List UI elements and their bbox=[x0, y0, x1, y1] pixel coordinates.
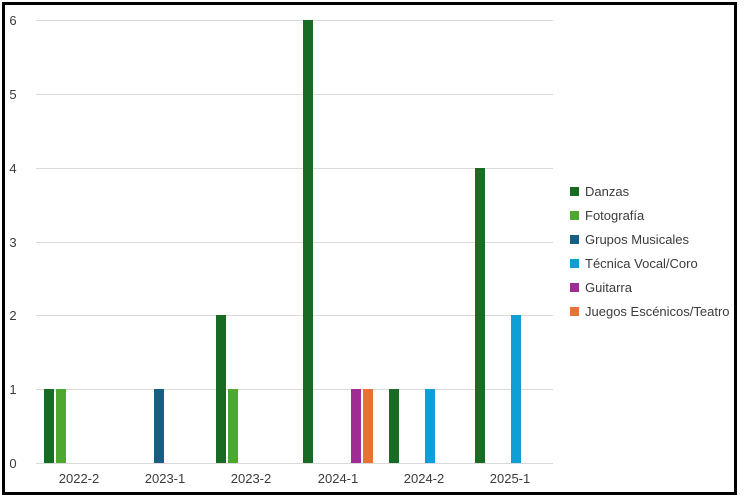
x-axis-tick-label: 2025-1 bbox=[489, 471, 531, 486]
y-axis-tick-label: 0 bbox=[9, 456, 17, 471]
bar-fotograf-a-2023-2 bbox=[228, 389, 238, 463]
gridline bbox=[36, 94, 553, 95]
legend-swatch-icon bbox=[570, 258, 579, 268]
gridline bbox=[36, 315, 553, 316]
legend-item-t-cnica-vocal-coro: Técnica Vocal/Coro bbox=[570, 255, 730, 271]
bar-danzas-2025-1 bbox=[475, 168, 485, 463]
bar-danzas-2022-2 bbox=[44, 389, 54, 463]
bar-danzas-2024-1 bbox=[303, 20, 313, 463]
legend-item-fotograf-a: Fotografía bbox=[570, 207, 730, 223]
bar-t-cnica-vocal-coro-2025-1 bbox=[511, 315, 521, 463]
legend-swatch-icon bbox=[570, 282, 579, 292]
gridline bbox=[36, 242, 553, 243]
bar-juegos-esc-nicos-teatro-2024-1 bbox=[363, 389, 373, 463]
legend-item-juegos-esc-nicos-teatro: Juegos Escénicos/Teatro bbox=[570, 303, 730, 319]
gridline bbox=[36, 463, 553, 464]
legend-label: Guitarra bbox=[585, 279, 632, 295]
gridline bbox=[36, 20, 553, 21]
bar-grupos-musicales-2023-1 bbox=[154, 389, 164, 463]
bar-t-cnica-vocal-coro-2024-2 bbox=[425, 389, 435, 463]
y-axis-tick-label: 5 bbox=[9, 87, 17, 102]
legend-item-grupos-musicales: Grupos Musicales bbox=[570, 231, 730, 247]
bar-danzas-2024-2 bbox=[389, 389, 399, 463]
y-axis-tick-label: 1 bbox=[9, 382, 17, 397]
legend-item-danzas: Danzas bbox=[570, 183, 730, 199]
y-axis-tick-label: 4 bbox=[9, 161, 17, 176]
gridline bbox=[36, 389, 553, 390]
y-axis-tick-label: 2 bbox=[9, 308, 17, 323]
legend-label: Fotografía bbox=[585, 207, 645, 223]
legend: Danzas Fotografía Grupos Musicales Técnica … bbox=[570, 184, 730, 328]
legend-label: Grupos Musicales bbox=[585, 231, 690, 247]
legend-label: Danzas bbox=[585, 183, 630, 199]
legend-swatch-icon bbox=[570, 186, 579, 196]
y-axis-tick-label: 3 bbox=[9, 235, 17, 250]
bar-danzas-2023-2 bbox=[216, 315, 226, 463]
legend-item-guitarra: Guitarra bbox=[570, 279, 730, 295]
legend-swatch-icon bbox=[570, 234, 579, 244]
bar-guitarra-2024-1 bbox=[351, 389, 361, 463]
gridline bbox=[36, 168, 553, 169]
legend-swatch-icon bbox=[570, 306, 579, 316]
x-axis-tick-label: 2022-2 bbox=[58, 471, 100, 486]
legend-label: Juegos Escénicos/Teatro bbox=[585, 303, 730, 319]
legend-label: Técnica Vocal/Coro bbox=[585, 255, 698, 271]
y-axis-tick-label: 6 bbox=[9, 13, 17, 28]
chart-border-frame bbox=[2, 2, 737, 495]
bar-fotograf-a-2022-2 bbox=[56, 389, 66, 463]
x-axis-tick-label: 2023-2 bbox=[230, 471, 272, 486]
x-axis-tick-label: 2023-1 bbox=[144, 471, 186, 486]
x-axis-tick-label: 2024-1 bbox=[317, 471, 359, 486]
x-axis-tick-label: 2024-2 bbox=[403, 471, 445, 486]
legend-swatch-icon bbox=[570, 210, 579, 220]
